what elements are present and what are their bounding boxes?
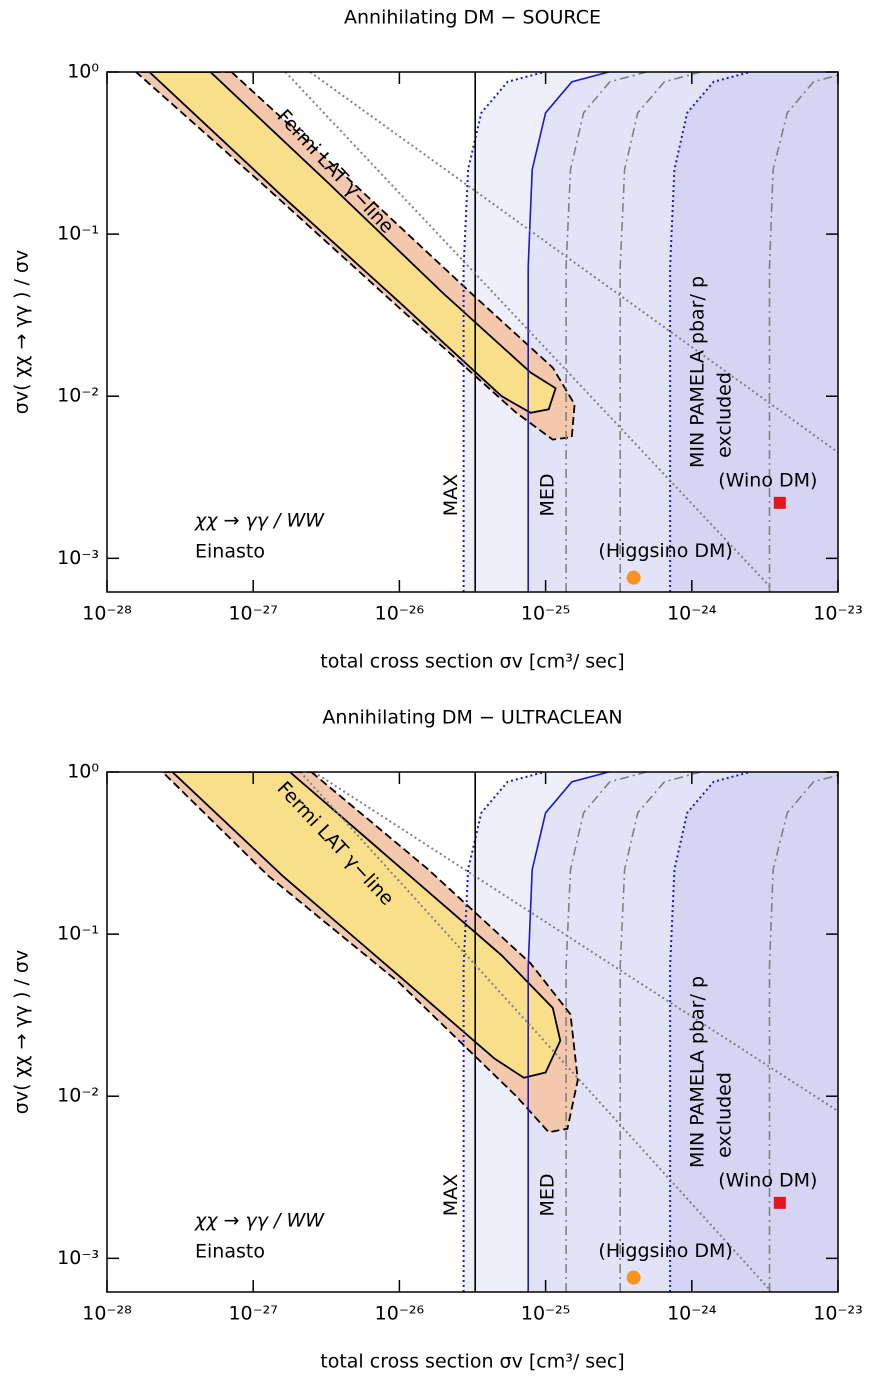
y-tick-label: 10⁻³ <box>57 1247 99 1269</box>
curve <box>619 72 701 592</box>
x-tick-label: 10⁻²⁵ <box>521 1303 570 1325</box>
chart-title: Annihilating DM − SOURCE <box>344 7 601 29</box>
excluded-region <box>670 772 838 1292</box>
curve <box>313 772 838 1112</box>
curve <box>669 72 751 592</box>
curve <box>527 772 609 1292</box>
curve <box>619 772 701 1292</box>
point-label: (Higgsino DM) <box>598 1240 732 1262</box>
model-point <box>773 496 786 509</box>
model-point <box>626 570 641 585</box>
curve-label: MED <box>537 473 559 516</box>
curve-label: MAX <box>440 1174 462 1216</box>
plot-area <box>161 772 838 1292</box>
y-tick-label: 10⁰ <box>67 61 99 83</box>
annotation: χχ → γγ / WW <box>194 510 325 532</box>
annotation: Einasto <box>195 1241 265 1263</box>
x-tick-label: 10⁻²⁴ <box>667 603 717 625</box>
x-tick-label: 10⁻²⁸ <box>82 1303 131 1325</box>
model-point <box>626 1270 641 1285</box>
x-tick-label: 10⁻²⁴ <box>667 1303 717 1325</box>
y-axis-label: σv( χχ → γγ ) / σv <box>11 950 33 1114</box>
curve <box>284 72 772 589</box>
x-tick-label: 10⁻²⁷ <box>228 1303 277 1325</box>
curve-label: MAX <box>440 474 462 516</box>
y-tick-label: 10⁻¹ <box>57 923 99 945</box>
curve-label: MIN PAMELA pbar/ p <box>687 276 709 468</box>
curve-label: MIN PAMELA pbar/ p <box>687 976 709 1168</box>
x-tick-label: 10⁻²³ <box>813 603 862 625</box>
curve <box>527 72 609 592</box>
curve <box>768 774 838 1292</box>
y-tick-label: 10⁻³ <box>57 547 99 569</box>
chart-title: Annihilating DM − ULTRACLEAN <box>322 707 622 729</box>
x-tick-label: 10⁻²⁶ <box>375 603 424 625</box>
y-axis-label: σv( χχ → γγ ) / σv <box>11 250 33 414</box>
annotation: excluded <box>714 372 736 458</box>
annotation: χχ → γγ / WW <box>194 1210 325 1232</box>
point-label: (Wino DM) <box>718 469 817 491</box>
excluded-region <box>670 72 838 592</box>
curve-label: MED <box>537 1173 559 1216</box>
plot-frame <box>106 771 839 1293</box>
curve <box>768 74 838 592</box>
fermi-region <box>148 72 557 414</box>
x-tick-label: 10⁻²⁶ <box>375 1303 424 1325</box>
annotation: excluded <box>714 1072 736 1158</box>
curve <box>565 72 647 592</box>
y-tick-label: 10⁰ <box>67 761 99 783</box>
model-point <box>773 1196 786 1209</box>
curve <box>309 72 838 454</box>
curve <box>669 772 751 1292</box>
annotation: Einasto <box>195 541 265 563</box>
point-label: (Higgsino DM) <box>598 540 732 562</box>
x-tick-label: 10⁻²³ <box>813 1303 862 1325</box>
x-tick-label: 10⁻²⁵ <box>521 603 570 625</box>
point-label: (Wino DM) <box>718 1169 817 1191</box>
x-tick-label: 10⁻²⁷ <box>228 603 277 625</box>
curve <box>565 772 647 1292</box>
x-tick-label: 10⁻²⁸ <box>82 603 131 625</box>
curve <box>299 772 772 1292</box>
y-tick-label: 10⁻² <box>57 1085 99 1107</box>
x-axis-label: total cross section σv [cm³/ sec] <box>320 651 624 673</box>
y-tick-label: 10⁻² <box>57 385 99 407</box>
plot-frame <box>106 71 839 593</box>
plot-area <box>134 72 838 592</box>
y-tick-label: 10⁻¹ <box>57 223 99 245</box>
x-axis-label: total cross section σv [cm³/ sec] <box>320 1351 624 1373</box>
